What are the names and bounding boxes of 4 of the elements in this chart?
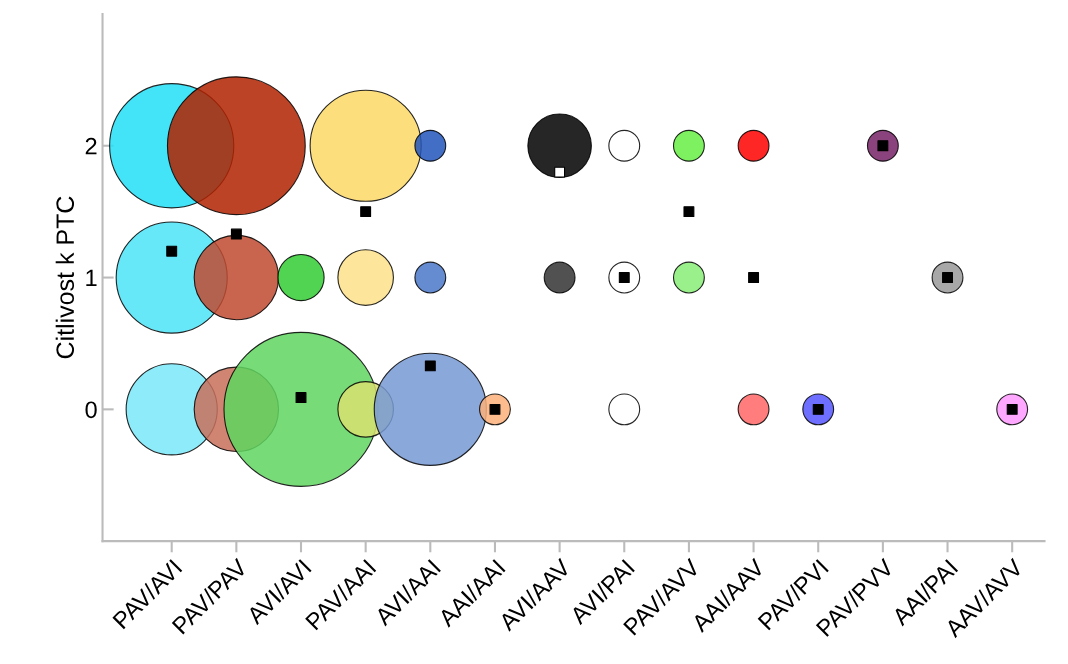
y-tick-label: 0	[85, 401, 97, 419]
y-tick-label: 2	[85, 137, 97, 155]
y-axis-title: Citlivost k PTC	[55, 196, 75, 359]
y-tick-label: 1	[86, 269, 97, 287]
